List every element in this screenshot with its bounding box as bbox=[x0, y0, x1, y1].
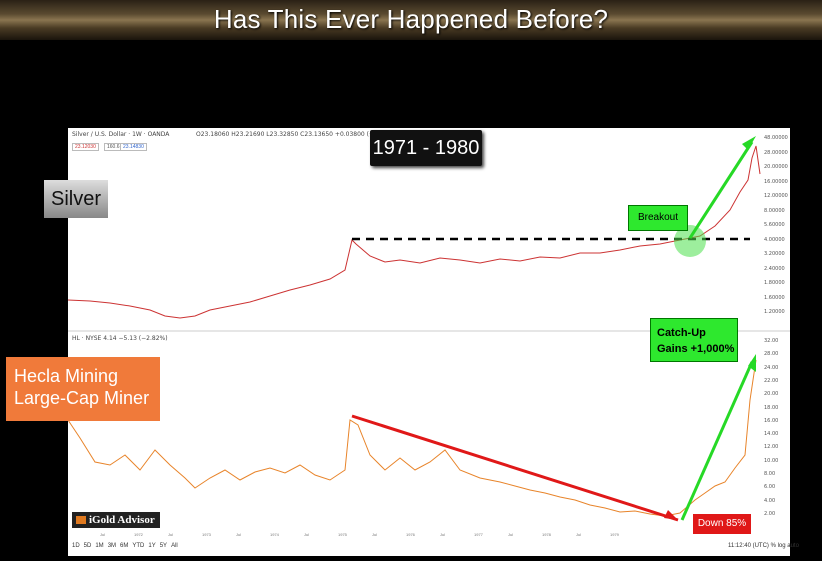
time-axis-label: 1972 bbox=[134, 532, 143, 537]
time-axis-label: Jul bbox=[100, 532, 106, 537]
silver-axis-label: 2.40000 bbox=[764, 265, 785, 272]
silver-axis-label: 3.20000 bbox=[764, 251, 785, 257]
time-axis-label: 1976 bbox=[406, 532, 415, 537]
time-axis-label: Jul bbox=[576, 532, 582, 537]
silver-axis-label: 1.80000 bbox=[764, 280, 785, 286]
hecla-uptrend-arrow bbox=[680, 361, 754, 521]
time-axis-label: 1974 bbox=[270, 532, 279, 537]
hecla-axis-label: 14.00 bbox=[764, 431, 779, 438]
downtrend-arrowhead bbox=[664, 510, 678, 520]
time-axis-label: 1973 bbox=[202, 532, 211, 537]
breakout-circle bbox=[674, 225, 706, 257]
time-axis-label: Jul bbox=[168, 532, 174, 537]
silver-uptrend-arrowhead bbox=[742, 136, 756, 150]
hecla-price-line bbox=[67, 359, 757, 517]
silver-axis-label: 1.20000 bbox=[764, 309, 785, 315]
hecla-symbol-header[interactable]: HL · NYSE 4.14 −5.13 (−2.82%) bbox=[72, 335, 168, 342]
logo-icon bbox=[76, 516, 86, 525]
down-label: Down 85% bbox=[693, 514, 751, 534]
time-axis-label: 1978 bbox=[542, 532, 551, 537]
logo-text: iGold Advisor bbox=[89, 514, 155, 526]
silver-axis-label: 28.00000 bbox=[764, 149, 788, 156]
page-title: Has This Ever Happened Before? bbox=[213, 4, 609, 34]
silver-axis-label: 8.00000 bbox=[764, 207, 785, 214]
silver-price-line bbox=[67, 145, 761, 319]
ask-price[interactable]: 23.14830 bbox=[120, 143, 147, 151]
silver-ohlc-readout: O23.18060 H23.21690 L23.32850 C23.13650 … bbox=[196, 131, 396, 138]
hecla-axis-label: 2.00 bbox=[764, 510, 776, 517]
hecla-axis-label: 10.00 bbox=[764, 457, 779, 464]
catchup-label: Catch-Up Gains +1,000% bbox=[650, 318, 738, 362]
silver-axis-label: 1.60000 bbox=[764, 294, 785, 301]
silver-label: Silver bbox=[44, 180, 108, 218]
timeframe-button-5y[interactable]: 5Y bbox=[159, 543, 168, 549]
silver-axis-label: 16.00000 bbox=[764, 178, 788, 185]
hecla-axis-label: 20.00 bbox=[764, 391, 779, 398]
silver-axis-label: 5.60000 bbox=[764, 222, 785, 228]
title-banner bbox=[0, 0, 822, 40]
hecla-label-line2: Large-Cap Miner bbox=[14, 388, 150, 408]
hecla-axis-label: 8.00 bbox=[764, 471, 776, 477]
timeframe-button-5d[interactable]: 5D bbox=[83, 543, 92, 549]
timeframe-button-1y[interactable]: 1Y bbox=[148, 543, 156, 549]
timeframe-button-1m[interactable]: 1M bbox=[95, 543, 104, 549]
time-axis-label: Jul bbox=[440, 532, 446, 537]
hecla-axis-label: 6.00 bbox=[764, 484, 776, 491]
time-axis-label: Jul bbox=[372, 532, 378, 537]
hecla-axis-label: 4.00 bbox=[764, 497, 776, 504]
hecla-label: Hecla Mining Large-Cap Miner bbox=[6, 357, 160, 421]
silver-axis-label: 4.00000 bbox=[764, 236, 785, 243]
hecla-axis-label: 28.00 bbox=[764, 351, 779, 358]
breakout-label: Breakout bbox=[628, 205, 688, 231]
timeframe-button-1d[interactable]: 1D bbox=[72, 543, 80, 549]
timeframe-button-3m[interactable]: 3M bbox=[107, 543, 117, 549]
time-axis-label: 1979 bbox=[610, 532, 619, 537]
hecla-axis-label: 12.00 bbox=[764, 444, 779, 451]
silver-axis-label: 48.00000 bbox=[764, 135, 788, 141]
hecla-uptrend-arrowhead bbox=[748, 354, 756, 372]
period-label: 1971 - 1980 bbox=[370, 130, 482, 166]
time-axis-label: Jul bbox=[304, 532, 310, 537]
clock-readout: 11:12:40 (UTC) % log auto bbox=[728, 543, 799, 549]
timeframe-button-ytd[interactable]: YTD bbox=[132, 543, 145, 549]
silver-axis-label: 12.00000 bbox=[764, 193, 788, 199]
silver-symbol-header[interactable]: Silver / U.S. Dollar · 1W · OANDA bbox=[72, 131, 170, 138]
igold-advisor-logo: iGold Advisor bbox=[72, 512, 160, 528]
catchup-label-line2: Gains +1,000% bbox=[657, 343, 735, 355]
bid-price[interactable]: 23.12030 bbox=[72, 143, 99, 151]
downtrend-arrow bbox=[351, 414, 679, 522]
hecla-axis-label: 24.00 bbox=[764, 364, 779, 371]
hecla-axis-label: 18.00 bbox=[764, 404, 779, 411]
timeframe-button-6m[interactable]: 6M bbox=[120, 543, 129, 549]
hecla-axis-label: 22.00 bbox=[764, 377, 779, 384]
time-axis-label: Jul bbox=[508, 532, 514, 537]
catchup-label-line1: Catch-Up bbox=[657, 327, 706, 339]
time-axis-label: Jul bbox=[236, 532, 242, 537]
time-axis-label: 1975 bbox=[338, 532, 347, 537]
timeframe-button-all[interactable]: All bbox=[171, 543, 178, 549]
hecla-axis-label: 32.00 bbox=[764, 338, 779, 344]
silver-uptrend-arrow bbox=[688, 141, 754, 239]
hecla-axis-label: 16.00 bbox=[764, 417, 779, 424]
time-axis-label: 1977 bbox=[474, 532, 483, 537]
silver-axis-label: 20.00000 bbox=[764, 164, 788, 170]
timeframe-bar: 1D 5D 1M 3M 6M YTD 1Y 5Y All bbox=[72, 543, 182, 549]
hecla-label-line1: Hecla Mining bbox=[14, 366, 119, 386]
